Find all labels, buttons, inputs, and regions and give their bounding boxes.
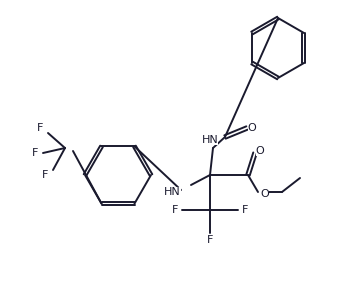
Text: F: F: [207, 235, 213, 245]
Text: F: F: [42, 170, 48, 180]
Text: F: F: [242, 205, 248, 215]
Text: O: O: [256, 146, 265, 156]
Text: F: F: [37, 123, 43, 133]
Text: O: O: [260, 189, 269, 199]
Text: HN: HN: [202, 135, 218, 145]
Text: F: F: [172, 205, 178, 215]
Text: O: O: [248, 123, 256, 133]
Text: F: F: [32, 148, 38, 158]
Text: HN: HN: [164, 187, 181, 197]
